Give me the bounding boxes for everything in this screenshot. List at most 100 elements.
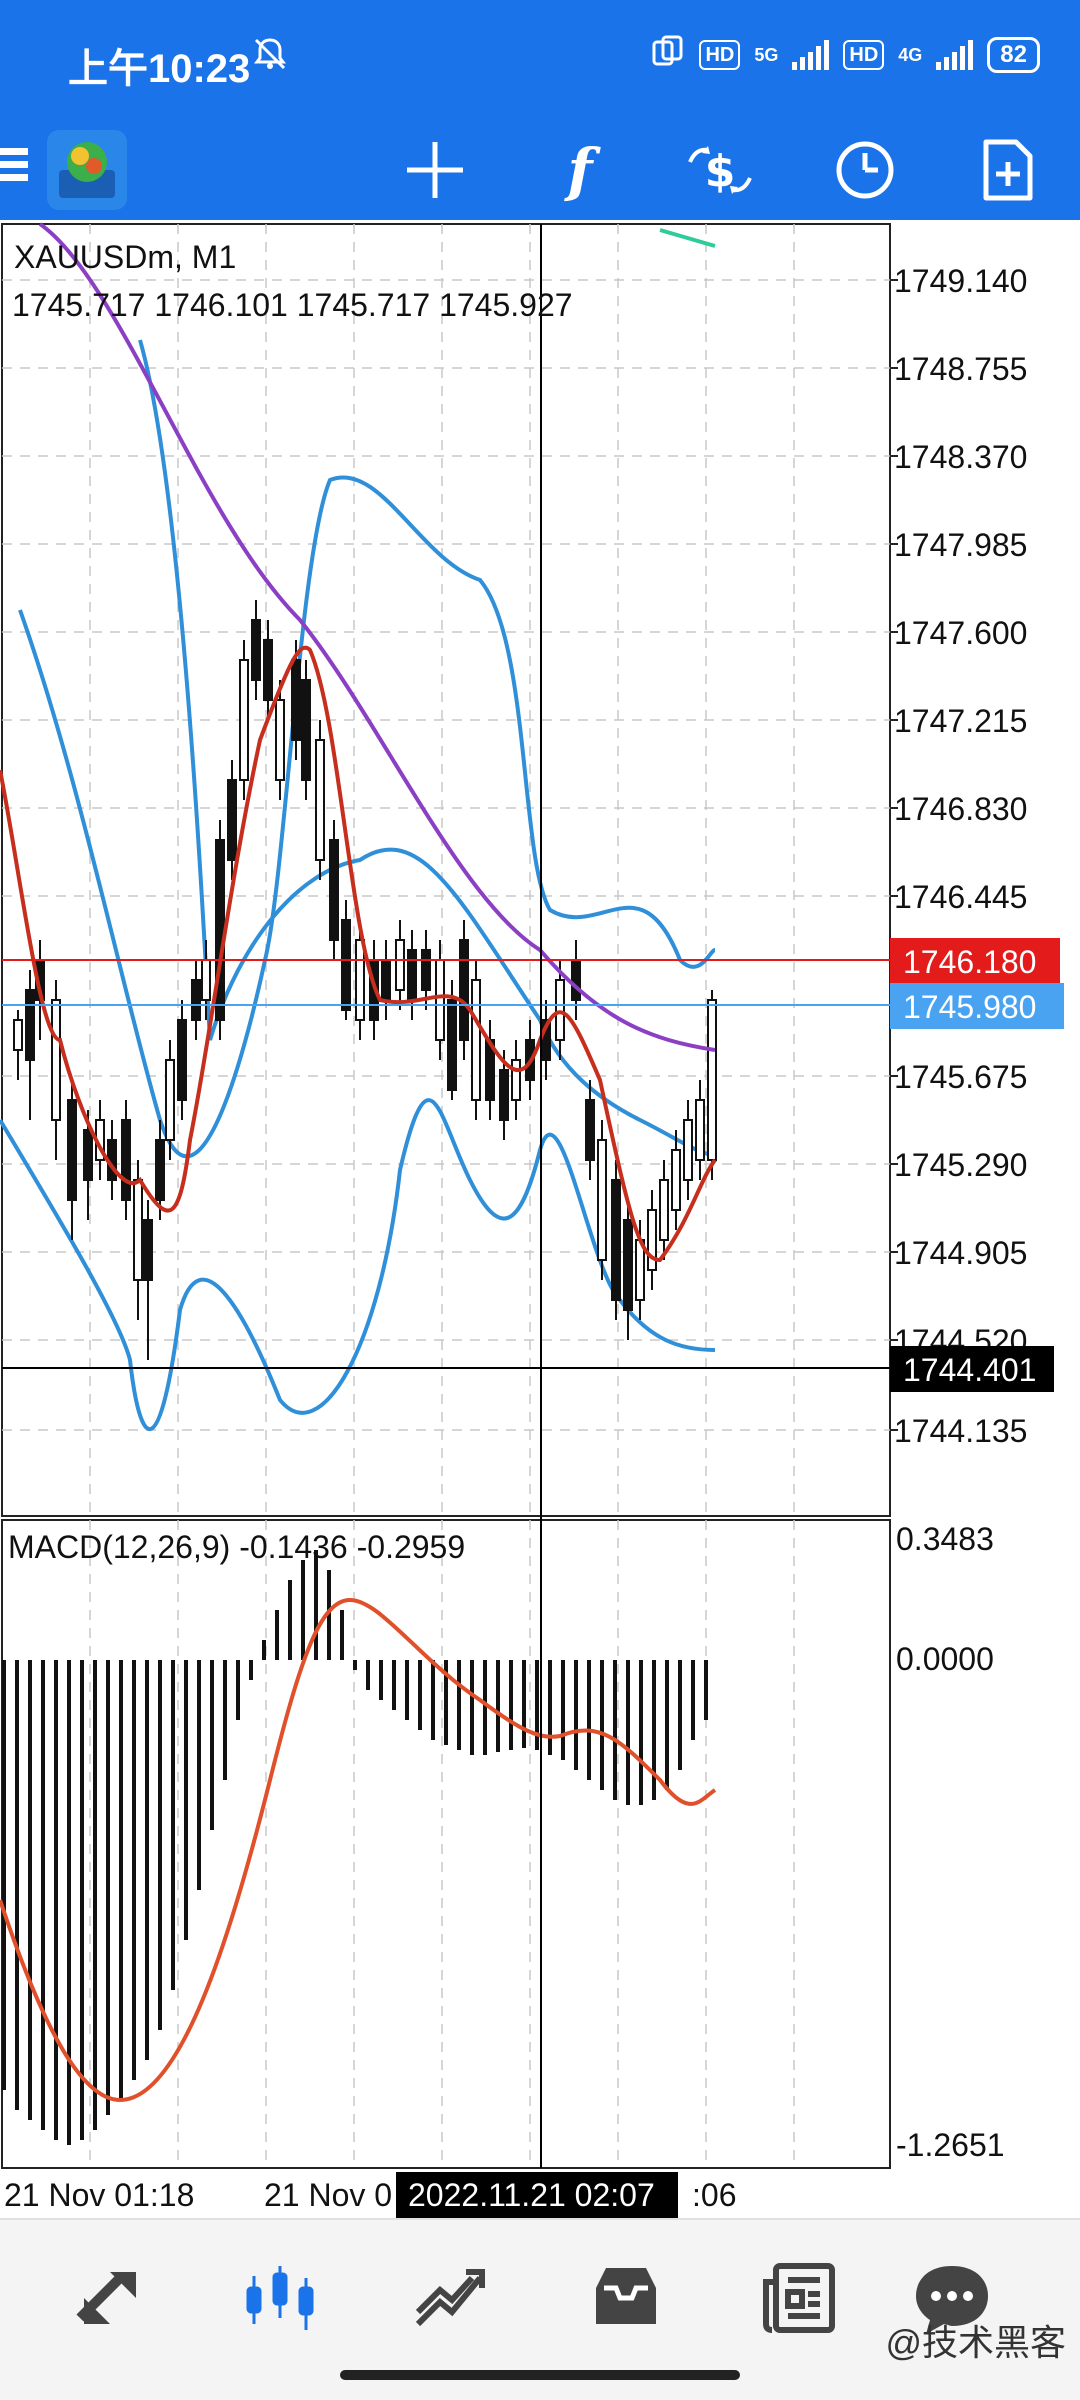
bottom-navigation: @技术黑客 xyxy=(0,2218,1080,2400)
candle-body xyxy=(227,779,237,861)
candle-body xyxy=(611,1179,621,1301)
grid xyxy=(2,224,890,2168)
upper-band xyxy=(18,475,716,1158)
candle-body xyxy=(239,659,249,781)
trade-icon[interactable]: $ xyxy=(680,120,760,220)
candle-body xyxy=(421,949,431,991)
candle-body xyxy=(585,1099,595,1161)
crosshair-time: 2022.11.21 02:07 xyxy=(408,2177,655,2213)
candle-body xyxy=(499,1069,509,1121)
history-icon[interactable] xyxy=(586,2258,666,2338)
messages-icon[interactable] xyxy=(912,2258,992,2338)
macd-tick-bottom: -1.2651 xyxy=(896,2127,1005,2163)
indicators-icon[interactable]: f xyxy=(567,136,593,204)
candle-body xyxy=(133,1179,143,1281)
status-bar: 上午10:23 HD 5G HD 4G 82 xyxy=(0,0,1080,120)
macd-signal-line xyxy=(0,1597,717,2103)
price-chart[interactable]: XAUUSDm, M1 1745.717 1746.101 1745.717 1… xyxy=(0,220,1080,2220)
watermark: @技术黑客 xyxy=(885,2322,1066,2363)
macd-histogram xyxy=(2,1550,708,2145)
candle-body xyxy=(695,1099,705,1161)
candle-body xyxy=(459,939,469,1041)
main-pane xyxy=(1,223,891,1517)
candle-body xyxy=(381,959,391,1001)
network-4g: 4G xyxy=(898,44,923,65)
price-tick: 1746.830 xyxy=(894,791,1027,827)
candle-body xyxy=(177,1019,187,1101)
macd-tick-top: 0.3483 xyxy=(896,1521,994,1557)
ask-price: 1746.180 xyxy=(903,944,1036,980)
home-indicator[interactable] xyxy=(340,2370,740,2380)
signal-bars-2-icon xyxy=(936,39,974,70)
candle-body xyxy=(263,639,273,701)
candle-body xyxy=(165,1059,175,1141)
candle-body xyxy=(671,1149,681,1211)
candle-body xyxy=(395,939,405,991)
battery-icon: 82 xyxy=(987,36,1040,73)
bell-off-icon xyxy=(252,36,288,81)
quotes-icon[interactable] xyxy=(70,2258,150,2338)
candle-body xyxy=(83,1129,93,1181)
candle-body xyxy=(251,619,261,681)
price-tick: 1744.905 xyxy=(894,1235,1027,1271)
clock-icon[interactable] xyxy=(825,120,905,220)
candle-body xyxy=(13,1019,23,1051)
candle-body xyxy=(275,699,285,781)
candle-body xyxy=(291,659,301,741)
candle-body xyxy=(683,1119,693,1181)
candle-body xyxy=(67,1099,77,1201)
candle-body xyxy=(597,1139,607,1261)
new-order-icon[interactable] xyxy=(968,120,1048,220)
candle-body xyxy=(659,1179,669,1241)
metatrader-logo[interactable] xyxy=(42,120,132,220)
ma-red xyxy=(0,645,717,1263)
status-time: 上午10:23 xyxy=(68,47,251,91)
price-tick: 1747.215 xyxy=(894,703,1027,739)
candle-body xyxy=(215,839,225,1021)
symbol-label: XAUUSDm, M1 xyxy=(14,239,236,275)
chart-icon[interactable] xyxy=(240,2258,320,2338)
trade-nav-icon[interactable] xyxy=(410,2258,490,2338)
price-tick: 1745.290 xyxy=(894,1147,1027,1183)
time-label-1: 21 Nov 01:18 xyxy=(4,2177,194,2213)
crosshair-price-tag xyxy=(890,1346,1054,1392)
crosshair-icon[interactable] xyxy=(395,120,475,220)
macd-label: MACD(12,26,9) -0.1436 -0.2959 xyxy=(8,1529,465,1565)
price-tick: 1746.445 xyxy=(894,879,1027,915)
green-band xyxy=(659,228,716,248)
screen-share-icon xyxy=(651,34,685,75)
news-icon[interactable] xyxy=(760,2258,840,2338)
candle-body xyxy=(143,1219,153,1281)
hd-badge-1: HD xyxy=(699,39,741,70)
network-5g: 5G xyxy=(754,44,779,65)
time-label-4: :06 xyxy=(692,2177,736,2213)
candles xyxy=(13,600,717,1360)
candle-body xyxy=(121,1119,131,1201)
app-toolbar: f $ xyxy=(0,120,1080,220)
candle-body xyxy=(447,999,457,1091)
price-axis: 1749.140 1748.755 1748.370 1747.985 1747.600… xyxy=(890,263,1027,1449)
candle-body xyxy=(707,999,717,1161)
candle-body xyxy=(51,999,61,1121)
candle-body xyxy=(201,959,211,1001)
bid-price: 1745.980 xyxy=(903,989,1036,1025)
menu-icon[interactable] xyxy=(0,142,28,198)
price-tick: 1747.600 xyxy=(894,615,1027,651)
candle-body xyxy=(511,1059,521,1101)
hd-badge-2: HD xyxy=(843,39,885,70)
candle-body xyxy=(315,739,325,861)
crosshair-price: 1744.401 xyxy=(903,1352,1036,1388)
candle-body xyxy=(329,839,339,941)
lower-band xyxy=(0,1098,716,1432)
candle-body xyxy=(191,979,201,1021)
time-label-2: 21 Nov 0 xyxy=(264,2177,392,2213)
candle-body xyxy=(435,959,445,1041)
ohlc-label: 1745.717 1746.101 1745.717 1745.927 xyxy=(12,287,573,323)
price-tick: 1749.140 xyxy=(894,263,1027,299)
bollinger-bands xyxy=(0,228,716,1432)
price-tick: 1744.135 xyxy=(894,1413,1027,1449)
candle-body xyxy=(355,939,365,1021)
price-tick: 1745.675 xyxy=(894,1059,1027,1095)
crosshair-time-tag xyxy=(396,2172,678,2218)
candle-body xyxy=(155,1139,165,1201)
